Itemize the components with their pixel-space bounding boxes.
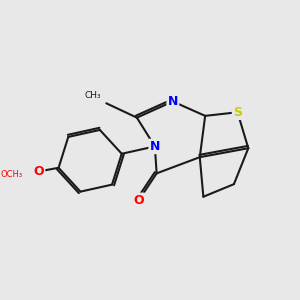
Text: O: O xyxy=(134,194,144,207)
Text: OCH₃: OCH₃ xyxy=(1,170,22,179)
Text: N: N xyxy=(150,140,160,153)
Text: S: S xyxy=(233,106,242,119)
Text: O: O xyxy=(34,165,44,178)
Text: CH₃: CH₃ xyxy=(84,91,101,100)
Text: N: N xyxy=(168,95,178,108)
